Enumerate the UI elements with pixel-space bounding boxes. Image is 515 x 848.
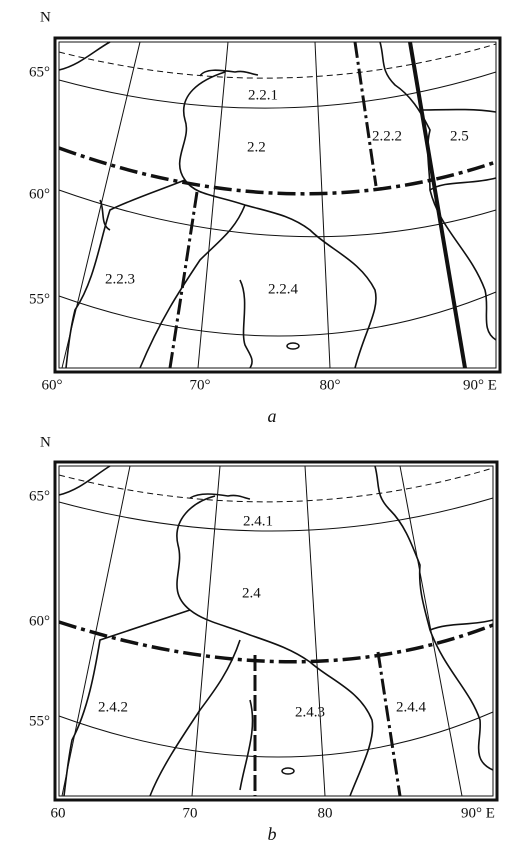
river (99, 199, 111, 231)
lat-label: 60° (29, 186, 50, 202)
parallel-65 (58, 467, 494, 503)
region-label: 2.2.1 (248, 87, 278, 103)
river (58, 465, 111, 496)
lat-label: 65° (29, 64, 50, 80)
lon-label: 60 (51, 805, 66, 821)
lon-label: 70° (190, 377, 211, 393)
meridian (304, 465, 326, 797)
river (176, 495, 374, 797)
river (58, 41, 111, 71)
region-label: 2.4.3 (295, 704, 325, 720)
meridian (197, 41, 229, 369)
river (189, 493, 251, 500)
rivers (58, 41, 497, 369)
river (239, 279, 253, 369)
lake (281, 767, 295, 775)
region-label: 2.5 (450, 128, 469, 144)
map-frame-inner (58, 465, 494, 797)
region-label: 2.2.4 (268, 281, 299, 297)
river (139, 204, 246, 369)
lat-label: 55° (29, 713, 50, 729)
region-boundary (58, 146, 497, 196)
region-boundary (58, 620, 494, 664)
region-label: 2.4.1 (243, 513, 273, 529)
lake (286, 342, 300, 350)
lon-label: 70 (183, 805, 198, 821)
caption: a (268, 406, 277, 426)
meridian (61, 465, 131, 797)
north-label: N (40, 434, 51, 450)
map-panel-a: N 65° 60° 55° 60° 70° 80° 90° E 2.2.1 2.… (29, 9, 502, 426)
parallel (58, 71, 497, 109)
region-label: 2.4 (242, 585, 261, 601)
graticule (58, 465, 494, 797)
river (419, 108, 497, 113)
region-label: 2.2 (247, 139, 266, 155)
river (429, 177, 497, 191)
lat-label: 65° (29, 488, 50, 504)
river (429, 619, 494, 631)
region-boundary (408, 41, 467, 369)
river (379, 41, 497, 341)
parallel-55 (58, 291, 497, 337)
lon-label: 80 (318, 805, 333, 821)
lon-label: 60° (42, 377, 63, 393)
map-frame (53, 36, 502, 374)
river (63, 609, 191, 797)
map-frame-inner (58, 41, 497, 369)
lon-label: 90° E (461, 805, 495, 821)
region-boundary (168, 191, 199, 369)
region-boundary (353, 41, 378, 187)
parallel-65 (58, 43, 497, 79)
rivers (58, 465, 494, 797)
lon-label: 90° E (463, 377, 497, 393)
parallel (58, 497, 494, 532)
meridian (314, 41, 331, 369)
region-label: 2.4.4 (396, 699, 427, 715)
river (65, 179, 186, 369)
caption: b (268, 824, 277, 844)
lon-label: 80° (320, 377, 341, 393)
region-label: 2.2.3 (105, 271, 135, 287)
lat-label: 55° (29, 291, 50, 307)
river (239, 699, 254, 791)
region-boundary (376, 651, 402, 797)
region-label: 2.2.2 (372, 128, 402, 144)
north-label: N (40, 9, 51, 25)
river (199, 69, 259, 77)
river (178, 71, 377, 369)
parallel-55 (58, 711, 494, 758)
lat-label: 60° (29, 613, 50, 629)
map-panel-b: N 65° 60° 55° 60 70 80 90° E 2.4.1 2.4 2… (29, 434, 499, 844)
region-label: 2.4.2 (98, 699, 128, 715)
meridian (191, 465, 221, 797)
river (149, 639, 241, 797)
map-frame (53, 460, 499, 802)
river (374, 465, 494, 771)
